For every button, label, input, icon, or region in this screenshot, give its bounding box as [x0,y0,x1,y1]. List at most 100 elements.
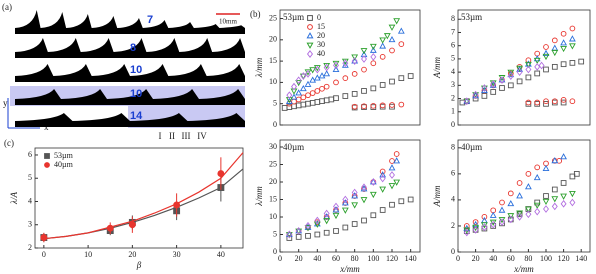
point [128,221,136,229]
x-tick-label: 120 [558,254,570,263]
point [389,103,395,110]
y-axis-label: λ/A [9,192,19,205]
profile-silhouette [15,113,245,127]
point [569,25,576,32]
point [481,93,488,99]
legend-label: 15 [317,22,325,31]
point [560,180,567,186]
point [524,183,532,190]
y-tick-label: 4 [451,195,455,204]
point [295,228,303,235]
point [551,202,558,211]
point [319,85,325,92]
point [499,199,505,206]
point [480,85,488,92]
point [313,74,321,81]
point [361,88,367,94]
point [290,93,298,100]
profile-silhouette [15,38,245,58]
x-tick-label: 120 [386,254,398,263]
y-tick-label: 5 [28,173,32,182]
point [389,158,395,164]
point [393,151,400,157]
point [341,199,349,206]
point [472,95,479,102]
point [333,79,339,86]
point [389,47,395,54]
point [370,60,377,67]
point [370,85,377,92]
point [542,198,550,206]
point [498,75,506,82]
point [361,183,367,192]
strip-number: 10 [130,64,142,76]
profile-silhouette [15,89,245,105]
y-tick-label: 15 [269,56,277,65]
point [568,35,576,42]
point [309,76,317,83]
point [318,72,326,79]
scale-label: 10mm [219,18,237,26]
point [480,86,488,94]
point [323,218,331,225]
y-tick-label: 4 [28,196,32,205]
marker-label: II [169,131,175,141]
x-tick-label: 40 [313,254,321,263]
point [389,201,395,208]
legend-marker [44,153,50,159]
plot-frame [34,147,244,249]
point [351,54,359,61]
point [379,102,386,109]
y-tick-label: 3 [28,220,32,229]
point [560,199,567,208]
x-tick-label: 100 [367,254,379,263]
point [560,30,567,37]
point [379,168,386,175]
y-axis-label: λ/mm [254,186,264,207]
fit-line [43,152,244,240]
legend-label: 0 [317,13,321,22]
legend-label: 53µm [54,151,74,160]
y-tick-label: 25 [269,159,277,168]
point [290,88,298,95]
y-tick-label: 15 [269,194,277,203]
legend-label: 40 [317,49,325,58]
annotation: 53µm [461,12,482,22]
point [507,69,515,76]
x-tick-label: 60 [332,254,340,263]
point [534,70,541,77]
point [361,103,367,110]
point [398,101,405,108]
point [370,102,377,109]
point [551,49,559,57]
y-tick-label: 10 [269,212,277,221]
x-tick-label: 30 [173,250,181,259]
point [351,103,358,110]
point [305,70,311,78]
y-tick-label: 5 [273,99,277,108]
point [291,103,297,110]
point [295,227,302,235]
point [516,192,524,199]
point [407,196,414,203]
point [524,61,532,69]
point [463,98,471,106]
x-axis-label: x/mm [339,264,360,274]
point [560,61,567,68]
y-tick-label: 0 [273,247,277,256]
point [388,183,396,190]
point [397,27,405,34]
y-tick-label: 2 [28,243,32,252]
legend-marker [306,32,314,39]
point [498,76,506,83]
point [499,85,505,91]
point [295,80,303,87]
point [217,170,225,178]
point [285,97,293,104]
point [313,221,321,228]
point [379,171,387,178]
point [481,213,488,220]
point [407,73,414,79]
point [472,92,480,99]
profile-silhouette [15,64,245,82]
